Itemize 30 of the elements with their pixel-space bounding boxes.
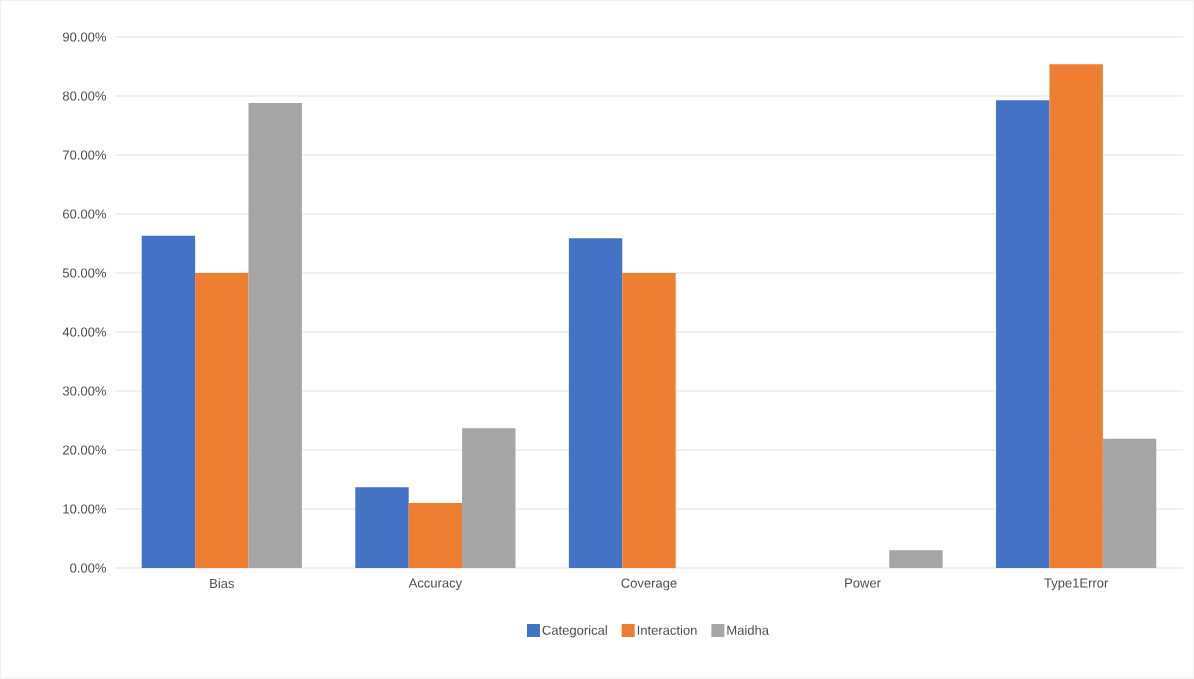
y-tick-label: 60.00% xyxy=(63,209,106,219)
legend-label: Interaction xyxy=(637,625,697,635)
y-tick-label: 70.00% xyxy=(63,150,106,160)
x-tick-label: Accuracy xyxy=(408,578,463,591)
bar xyxy=(568,238,623,568)
legend-label: Maidha xyxy=(727,625,769,635)
y-tick-label: 50.00% xyxy=(62,268,106,278)
bar xyxy=(462,428,516,568)
x-tick-label: Type1Error xyxy=(1044,578,1109,591)
bar xyxy=(996,100,1050,568)
legend-label: Categorical xyxy=(542,625,607,638)
y-tick-label: 0.00% xyxy=(70,563,106,573)
bar xyxy=(1102,438,1157,568)
bar xyxy=(1049,64,1103,568)
y-tick-label: 20.00% xyxy=(63,445,106,455)
y-tick-label: 10.00% xyxy=(63,504,106,514)
bar xyxy=(195,273,249,568)
y-tick-label: 40.00% xyxy=(62,327,106,337)
bar xyxy=(141,235,196,568)
bar xyxy=(248,103,302,568)
y-tick-label: 30.00% xyxy=(62,386,106,396)
bar xyxy=(889,550,943,568)
x-tick-label: Power xyxy=(845,578,881,588)
bar xyxy=(355,487,409,568)
y-tick-label: 90.00% xyxy=(62,32,106,42)
x-tick-label: Coverage xyxy=(621,578,677,591)
bar xyxy=(408,503,463,568)
bar xyxy=(622,273,676,568)
x-tick-label: Bias xyxy=(210,578,234,589)
y-tick-label: 80.00% xyxy=(62,91,106,101)
